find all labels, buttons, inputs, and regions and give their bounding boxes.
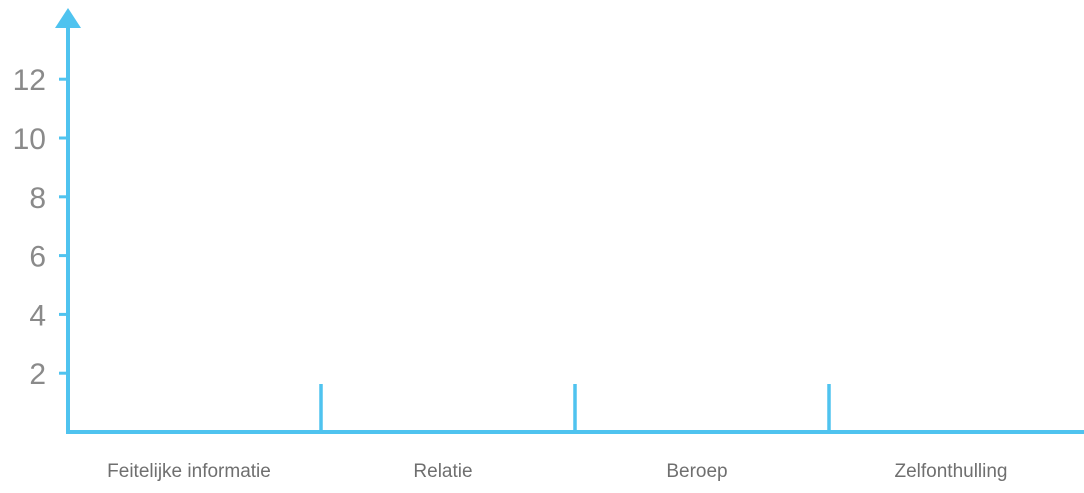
y-tick-label: 8 xyxy=(29,182,46,215)
y-ticks: 2 4 6 8 10 12 xyxy=(13,64,68,391)
x-tick-label: Zelfonthulling xyxy=(894,461,1007,482)
x-tick-label: Relatie xyxy=(413,461,472,482)
x-labels: Feitelijke informatie Relatie Beroep Zelfon… xyxy=(107,461,1007,482)
y-tick-label: 4 xyxy=(29,299,46,332)
y-tick-label: 10 xyxy=(13,123,46,156)
y-tick-label: 2 xyxy=(29,358,46,391)
axes xyxy=(55,8,1084,434)
y-tick-label: 6 xyxy=(29,241,46,274)
y-axis-arrow xyxy=(55,8,81,28)
x-tick-label: Beroep xyxy=(666,461,727,482)
x-tick-label: Feitelijke informatie xyxy=(107,461,271,482)
x-dividers xyxy=(319,384,831,432)
y-tick-label: 12 xyxy=(13,64,46,97)
